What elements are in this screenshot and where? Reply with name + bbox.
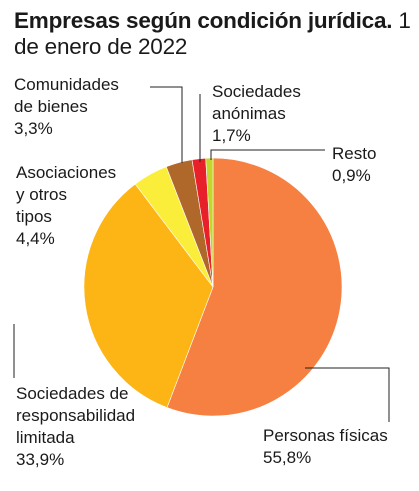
chart-subtitle: 1 de enero de 2022: [14, 8, 411, 59]
pie-slice-5: [205, 157, 214, 288]
leader-line-0: [305, 367, 390, 422]
pie-slice-1: [83, 183, 214, 408]
slice-label-value-4: 1,7%: [212, 126, 251, 145]
slice-label-value-0: 55,8%: [263, 448, 312, 467]
slice-label-4: Sociedades anónimas 1,7%: [212, 81, 301, 147]
slice-label-name-4: Sociedades anónimas: [212, 82, 301, 123]
leader-line-5: [210, 149, 325, 160]
slice-label-name-5: Resto: [332, 144, 377, 163]
slice-label-value-1: 33,9%: [16, 450, 65, 469]
slice-label-value-3: 3,3%: [14, 119, 53, 138]
slice-label-name-0: Personas físicas: [263, 426, 388, 445]
pie-slice-0: [166, 157, 343, 417]
slice-label-3: Comunidades de bienes 3,3%: [14, 74, 119, 140]
slice-label-2: Asociaciones y otros tipos 4,4%: [16, 162, 116, 250]
slice-label-name-1: Sociedades de responsabilidad limitada: [16, 384, 136, 447]
slice-label-name-2: Asociaciones y otros tipos: [16, 163, 117, 226]
slice-label-0: Personas físicas 55,8%: [263, 425, 388, 469]
chart-title-main: Empresas según condición jurídica.: [14, 8, 393, 33]
slice-label-value-5: 0,9%: [332, 166, 371, 185]
chart-title: Empresas según condición jurídica. 1 de …: [14, 8, 414, 60]
slice-label-5: Resto 0,9%: [332, 143, 376, 187]
slice-label-value-2: 4,4%: [16, 229, 55, 248]
slice-label-1: Sociedades de responsabilidad limitada 33…: [16, 383, 135, 471]
slice-label-name-3: Comunidades de bienes: [14, 75, 119, 116]
leader-line-3: [150, 86, 183, 163]
